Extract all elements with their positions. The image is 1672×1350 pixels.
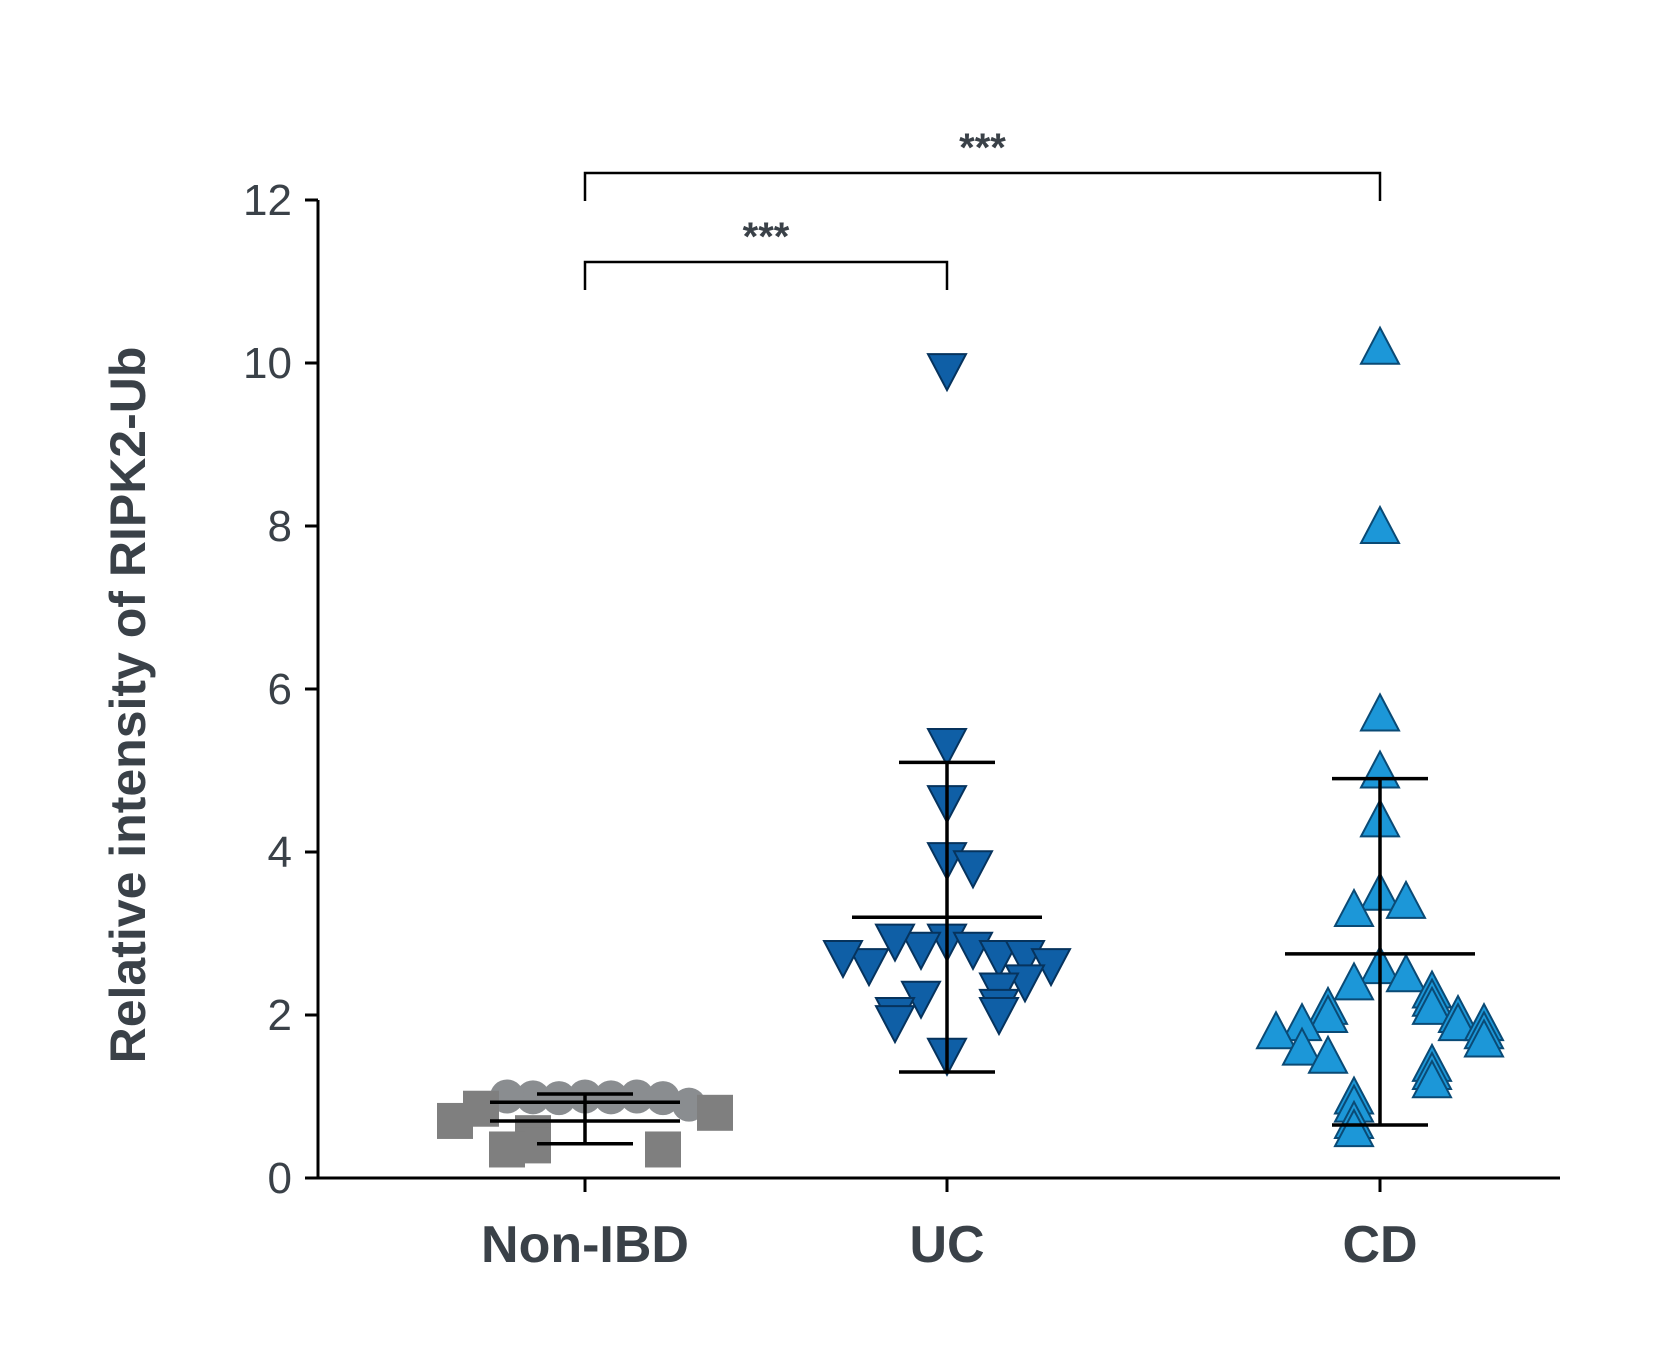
point-cd [1411, 985, 1453, 1025]
point-uc [952, 850, 994, 890]
significance-label: *** [959, 126, 1006, 170]
x-tick-label: CD [1342, 1216, 1417, 1274]
point-non-ibd [620, 1079, 654, 1114]
significance-brackets: *** *** [583, 126, 1382, 290]
point-cd [1359, 504, 1401, 544]
point-cd [1333, 1107, 1375, 1148]
significance-label: *** [743, 215, 790, 259]
point-non-ibd [437, 1102, 473, 1139]
y-tick-label: 0 [268, 1154, 292, 1203]
data-points [437, 325, 1505, 1168]
point-uc [978, 939, 1020, 980]
point-uc [926, 353, 968, 393]
point-uc [874, 923, 916, 963]
point-non-ibd [697, 1094, 733, 1131]
point-uc [848, 948, 890, 988]
point-non-ibd [594, 1080, 628, 1115]
y-tick-label: 4 [268, 828, 292, 877]
point-cd [1359, 692, 1401, 732]
point-cd [1385, 879, 1427, 919]
point-non-ibd [542, 1081, 576, 1116]
point-cd [1307, 993, 1349, 1033]
point-cd [1411, 1059, 1453, 1099]
point-cd [1281, 1026, 1323, 1066]
point-uc [926, 728, 968, 768]
point-non-ibd [645, 1131, 681, 1168]
x-tick-label: UC [909, 1216, 984, 1274]
point-cd [1385, 953, 1427, 993]
y-tick-label: 10 [243, 339, 292, 388]
point-uc [978, 997, 1020, 1037]
point-uc [874, 1005, 916, 1045]
point-cd [1333, 961, 1375, 1001]
point-non-ibd [646, 1081, 680, 1116]
point-cd [1359, 325, 1401, 365]
point-cd [1437, 1002, 1479, 1042]
point-non-ibd [489, 1131, 525, 1168]
point-cd [1307, 1034, 1349, 1074]
y-ticks: 0 2 4 6 8 10 12 Non-IBD UC CD [243, 176, 1418, 1274]
point-uc [900, 931, 942, 971]
point-cd [1333, 887, 1375, 928]
point-cd [1463, 1018, 1505, 1058]
y-tick-label: 6 [268, 665, 292, 714]
significance-bracket [583, 260, 949, 290]
y-axis-title: Relative intensity of RIPK2-Ub [100, 347, 156, 1064]
point-uc [822, 939, 864, 980]
y-tick-label: 8 [268, 502, 292, 551]
point-non-ibd [516, 1080, 550, 1115]
significance-bracket [583, 171, 1382, 201]
x-tick-label: Non-IBD [481, 1216, 689, 1274]
point-cd [1255, 1010, 1297, 1050]
y-tick-label: 12 [243, 176, 292, 225]
summary-lines [490, 760, 1475, 1146]
y-tick-label: 2 [268, 991, 292, 1040]
